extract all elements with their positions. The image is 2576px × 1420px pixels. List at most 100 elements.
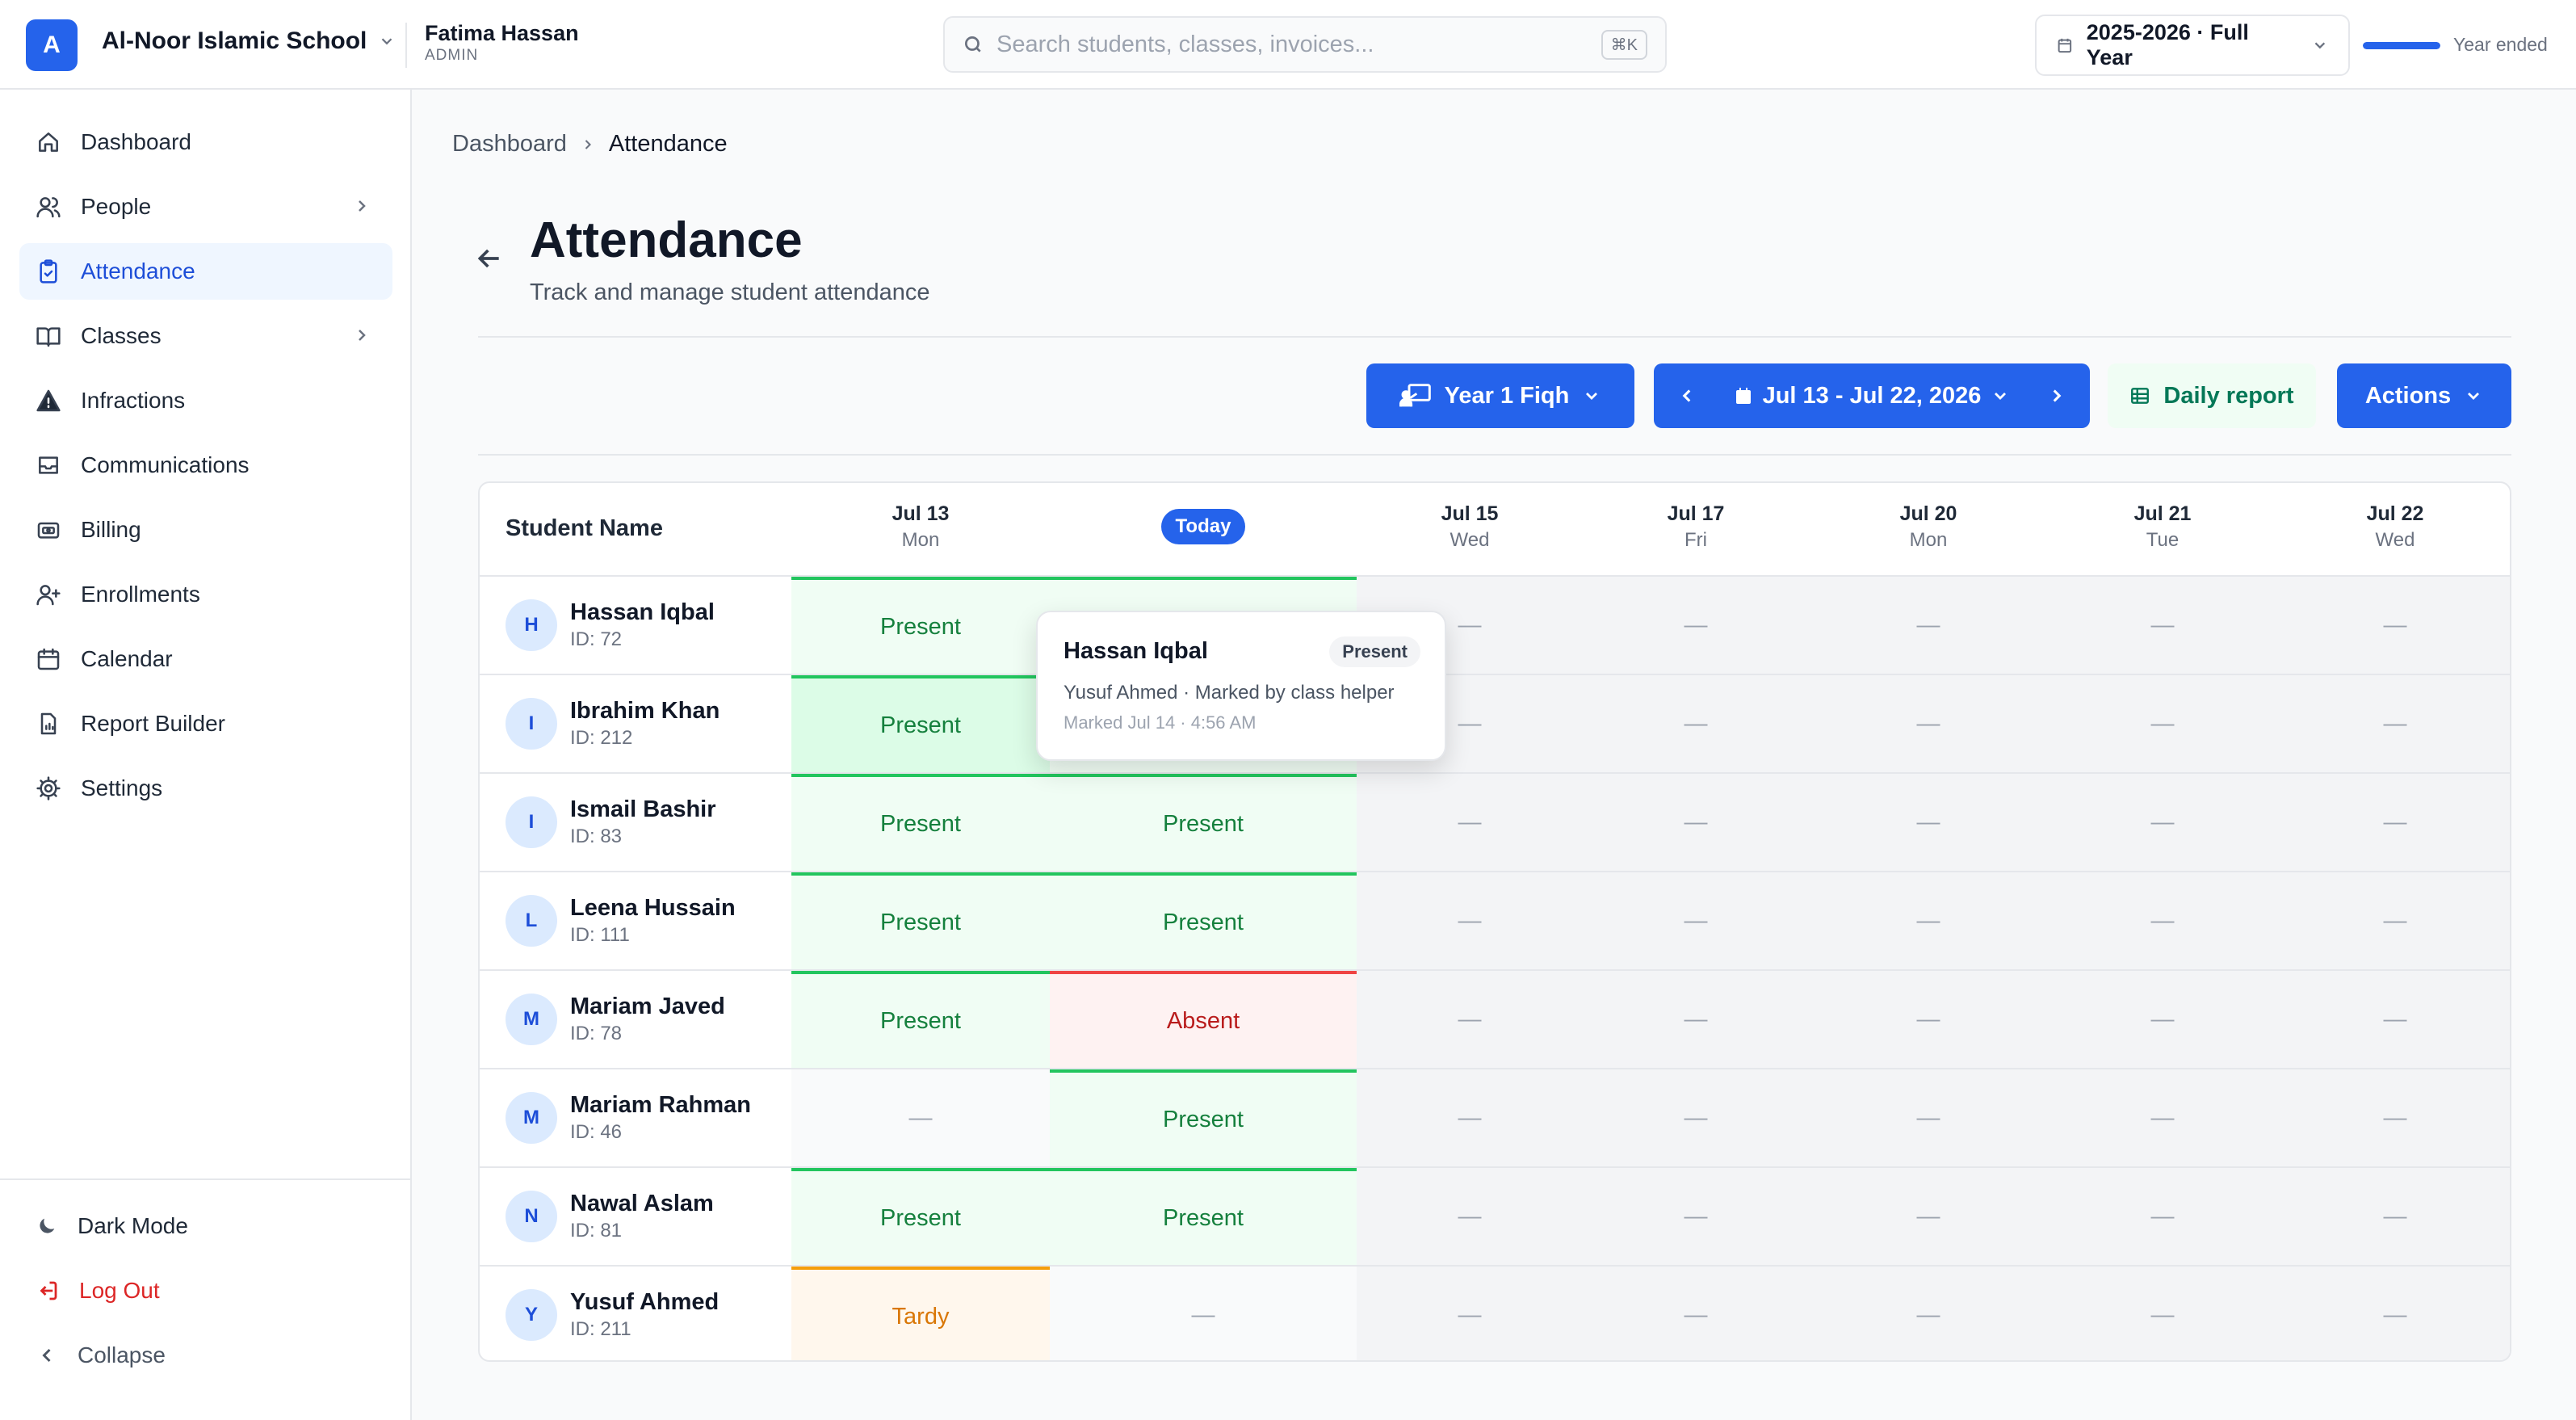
attendance-cell[interactable]: — xyxy=(1357,1168,1583,1265)
attendance-cell[interactable]: — xyxy=(1809,675,2048,772)
attendance-cell[interactable]: — xyxy=(1050,1267,1357,1360)
daily-report-button[interactable]: Daily report xyxy=(2108,363,2316,428)
chevron-left-icon[interactable] xyxy=(1676,385,1697,406)
chevron-right-icon[interactable] xyxy=(2046,385,2067,406)
attendance-cell[interactable]: — xyxy=(1583,1069,1809,1166)
teacher-board-icon xyxy=(1399,384,1431,407)
attendance-cell[interactable]: — xyxy=(2277,872,2510,969)
attendance-cell[interactable]: — xyxy=(1809,774,2048,871)
global-search[interactable]: ⌘K xyxy=(943,16,1667,73)
sidebar-item-enrollments[interactable]: Enrollments xyxy=(19,566,392,623)
attendance-cell[interactable]: — xyxy=(2277,675,2510,772)
attendance-cell[interactable]: — xyxy=(2048,1168,2277,1265)
calendar-icon xyxy=(1735,388,1751,404)
divider xyxy=(478,454,2511,456)
attendance-cell[interactable]: Present xyxy=(791,577,1050,674)
attendance-cell[interactable]: Present xyxy=(791,1168,1050,1265)
sidebar-item-billing[interactable]: Billing xyxy=(19,502,392,558)
attendance-cell[interactable]: — xyxy=(2277,1168,2510,1265)
attendance-cell[interactable]: — xyxy=(1357,1069,1583,1166)
student-name[interactable]: Leena Hussain xyxy=(570,895,736,921)
attendance-cell[interactable]: Present xyxy=(1050,1069,1357,1166)
sidebar-item-attendance[interactable]: Attendance xyxy=(19,243,392,300)
attendance-cell[interactable]: — xyxy=(1583,971,1809,1068)
attendance-cell[interactable]: — xyxy=(1357,774,1583,871)
attendance-cell[interactable]: — xyxy=(1583,774,1809,871)
search-input[interactable] xyxy=(996,31,1588,58)
attendance-cell[interactable]: — xyxy=(2048,577,2277,674)
attendance-cell[interactable]: — xyxy=(2277,1267,2510,1360)
dark-mode-label: Dark Mode xyxy=(78,1213,188,1238)
users-icon xyxy=(36,197,61,218)
attendance-cell[interactable]: Present xyxy=(1050,872,1357,969)
student-name[interactable]: Hassan Iqbal xyxy=(570,599,715,625)
attendance-cell[interactable]: — xyxy=(2277,1069,2510,1166)
school-logo[interactable]: A xyxy=(26,19,78,71)
attendance-cell[interactable]: — xyxy=(2048,675,2277,772)
attendance-cell[interactable]: — xyxy=(2277,774,2510,871)
sidebar-item-communications[interactable]: Communications xyxy=(19,437,392,494)
search-icon xyxy=(964,36,981,53)
student-name[interactable]: Ismail Bashir xyxy=(570,796,716,822)
date-range-picker[interactable]: Jul 13 - Jul 22, 2026 xyxy=(1734,383,2011,410)
student-id: ID: 111 xyxy=(570,924,630,946)
academic-year-selector[interactable]: 2025-2026 · Full Year xyxy=(2035,15,2350,76)
student-name[interactable]: Mariam Javed xyxy=(570,994,725,1019)
collapse-button[interactable]: Collapse xyxy=(19,1327,391,1384)
attendance-cell[interactable]: — xyxy=(1583,1267,1809,1360)
attendance-cell[interactable]: — xyxy=(1583,1168,1809,1265)
attendance-cell[interactable]: — xyxy=(2048,872,2277,969)
gear-icon xyxy=(36,776,61,800)
student-name[interactable]: Mariam Rahman xyxy=(570,1092,752,1118)
attendance-cell[interactable]: — xyxy=(1809,1168,2048,1265)
sidebar-item-calendar[interactable]: Calendar xyxy=(19,631,392,687)
attendance-cell[interactable]: — xyxy=(1809,1069,2048,1166)
home-icon xyxy=(39,132,58,152)
sidebar-item-people[interactable]: People xyxy=(19,179,392,235)
attendance-cell[interactable]: — xyxy=(1809,971,2048,1068)
attendance-cell[interactable]: Present xyxy=(1050,1168,1357,1265)
attendance-cell[interactable]: — xyxy=(1809,872,2048,969)
student-name[interactable]: Ibrahim Khan xyxy=(570,698,720,724)
tooltip-detail: Yusuf Ahmed · Marked by class helper xyxy=(1064,682,1395,704)
sidebar-item-dashboard[interactable]: Dashboard xyxy=(19,114,392,170)
attendance-cell[interactable]: — xyxy=(1583,577,1809,674)
class-selector-button[interactable]: Year 1 Fiqh xyxy=(1366,363,1634,428)
logout-button[interactable]: Log Out xyxy=(19,1262,391,1319)
breadcrumb-dashboard[interactable]: Dashboard xyxy=(452,131,567,157)
student-name[interactable]: Nawal Aslam xyxy=(570,1191,714,1216)
sidebar-item-settings[interactable]: Settings xyxy=(19,760,392,817)
back-arrow-icon[interactable] xyxy=(473,242,506,275)
dark-mode-toggle[interactable]: Dark Mode xyxy=(19,1198,391,1254)
school-switcher[interactable]: Al-Noor Islamic School xyxy=(102,27,396,55)
attendance-cell[interactable]: — xyxy=(1357,872,1583,969)
attendance-cell[interactable]: Present xyxy=(791,971,1050,1068)
attendance-cell[interactable]: — xyxy=(2048,971,2277,1068)
student-id: ID: 212 xyxy=(570,727,633,749)
attendance-cell[interactable]: — xyxy=(1809,1267,2048,1360)
actions-button[interactable]: Actions xyxy=(2337,363,2511,428)
attendance-cell[interactable]: — xyxy=(2277,971,2510,1068)
attendance-cell[interactable]: Absent xyxy=(1050,971,1357,1068)
date-range-selector[interactable]: Jul 13 - Jul 22, 2026 xyxy=(1654,363,2090,428)
sidebar-item-classes[interactable]: Classes xyxy=(19,308,392,364)
sidebar-item-infractions[interactable]: Infractions xyxy=(19,372,392,429)
sidebar-item-report-builder[interactable]: Report Builder xyxy=(19,695,392,752)
attendance-cell[interactable]: — xyxy=(1357,971,1583,1068)
attendance-cell[interactable]: — xyxy=(2277,577,2510,674)
attendance-cell[interactable]: Present xyxy=(1050,774,1357,871)
attendance-cell[interactable]: Present xyxy=(791,675,1050,772)
attendance-cell[interactable]: — xyxy=(1583,675,1809,772)
attendance-cell[interactable]: Present xyxy=(791,774,1050,871)
actions-label: Actions xyxy=(2364,382,2452,409)
attendance-cell[interactable]: Tardy xyxy=(791,1267,1050,1360)
attendance-cell[interactable]: — xyxy=(1583,872,1809,969)
attendance-cell[interactable]: Present xyxy=(791,872,1050,969)
attendance-cell[interactable]: — xyxy=(2048,774,2277,871)
attendance-cell[interactable]: — xyxy=(1357,1267,1583,1360)
student-name[interactable]: Yusuf Ahmed xyxy=(570,1289,720,1315)
attendance-cell[interactable]: — xyxy=(2048,1267,2277,1360)
attendance-cell[interactable]: — xyxy=(1809,577,2048,674)
attendance-cell[interactable]: — xyxy=(2048,1069,2277,1166)
attendance-cell[interactable]: — xyxy=(791,1069,1050,1166)
